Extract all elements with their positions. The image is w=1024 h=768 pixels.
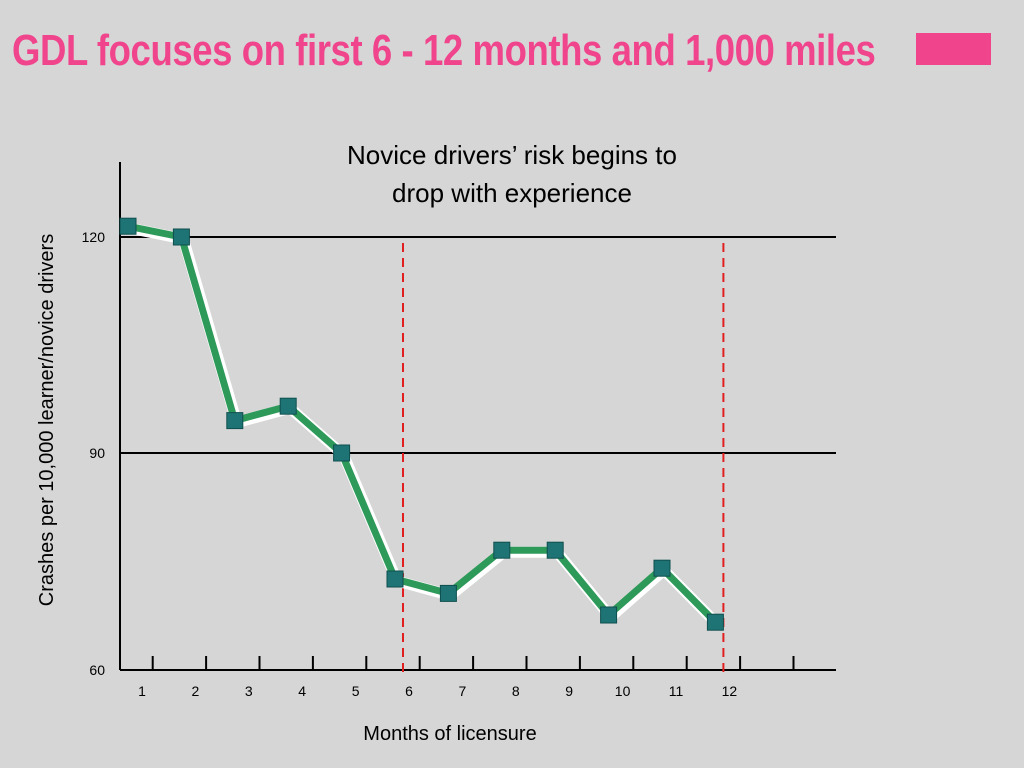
x-tick-label: 2 [192,683,200,699]
series-line [127,222,718,625]
x-tick-label: 6 [405,683,413,699]
chart-title-line-2: drop with experience [392,178,632,208]
series-line-shadow [128,222,722,629]
series [119,217,724,631]
x-tick-label: 11 [669,683,684,699]
y-tick-label: 120 [82,229,106,245]
data-point [333,444,351,462]
x-tick-label: 8 [512,683,520,699]
title-color-block [916,33,991,65]
data-point [172,228,190,246]
data-point [653,559,671,577]
data-point [386,570,404,588]
slide-title: GDL focuses on first 6 - 12 months and 1… [12,26,876,75]
x-tick-label: 10 [615,683,631,699]
x-tick-label: 1 [138,683,146,699]
data-point [119,217,137,235]
x-tick-label: 7 [459,683,467,699]
data-point [226,412,244,430]
x-tick-label: 12 [722,683,738,699]
data-point [546,541,564,559]
data-point [706,613,724,631]
x-tick-label: 3 [245,683,253,699]
y-tick-label: 60 [89,662,105,678]
x-tick-label: 4 [298,683,306,699]
data-point [493,541,511,559]
data-point [439,584,457,602]
x-axis-label: Months of licensure [363,723,536,745]
x-tick-label: 9 [565,683,573,699]
x-tick-label: 5 [352,683,360,699]
y-axis-label: Crashes per 10,000 learner/novice driver… [36,234,58,606]
gridlines [120,236,836,454]
reference-lines [402,243,725,678]
y-tick-label: 90 [89,445,105,461]
chart-title-line-1: Novice drivers’ risk begins to [347,140,677,170]
axes [119,162,836,671]
data-point [279,397,297,415]
data-point [600,606,618,624]
